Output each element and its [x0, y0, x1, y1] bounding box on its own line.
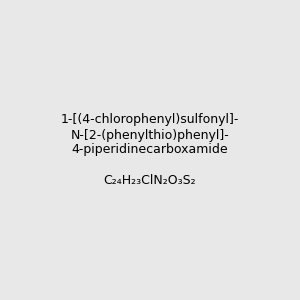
Text: 1-[(4-chlorophenyl)sulfonyl]-
N-[2-(phenylthio)phenyl]-
4-piperidinecarboxamide
: 1-[(4-chlorophenyl)sulfonyl]- N-[2-(phen… [61, 113, 239, 187]
